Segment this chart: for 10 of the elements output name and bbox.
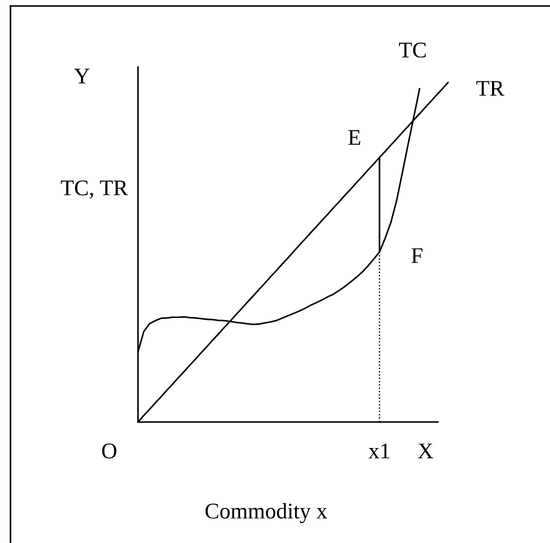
- series-label: TR: [476, 81, 504, 96]
- x-tick-label: x1: [368, 444, 390, 458]
- x-axis-title: Commodity x: [205, 502, 328, 524]
- text: Y: [74, 68, 90, 84]
- series-label: TC: [399, 42, 426, 58]
- x-tick-label: X: [418, 444, 434, 458]
- annotation: E: [348, 130, 360, 145]
- y-axis-title: TC, TR: [60, 180, 128, 199]
- x-tick-label: O: [102, 444, 116, 458]
- annotation: F: [411, 248, 422, 263]
